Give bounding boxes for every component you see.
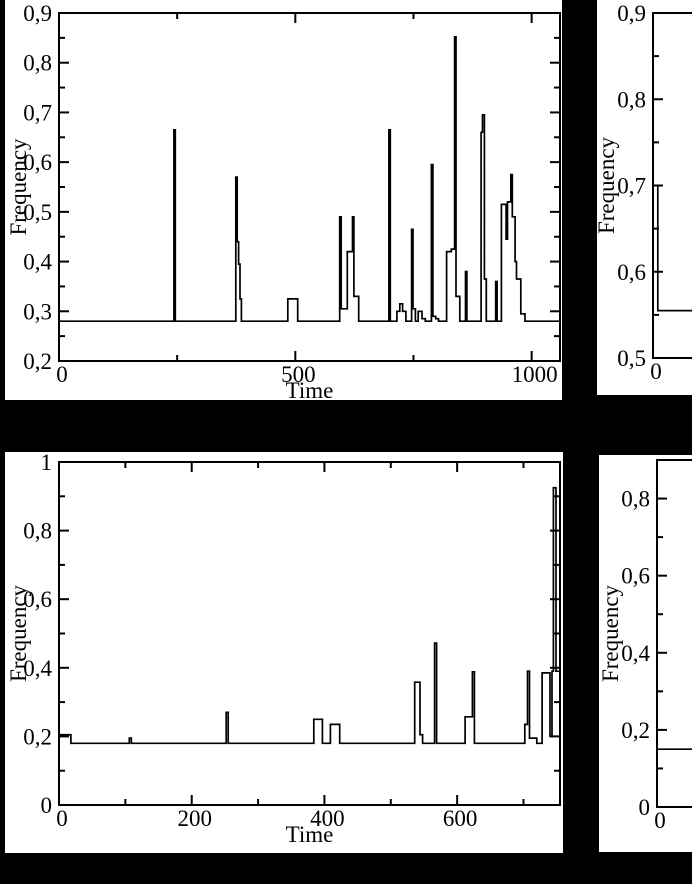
y-tick-label: 0,6 [23, 150, 52, 175]
y-tick-label: 0,2 [621, 718, 650, 743]
x-tick-label: 400 [310, 806, 345, 831]
axis-box [58, 461, 561, 806]
axis-box [656, 459, 692, 808]
y-tick-label: 0,3 [23, 299, 52, 324]
panel-top-left: 0,2 0,3 0,4 0,5 0,6 0,7 0,8 0,9 0 500 1000 Time Freq… [5, 0, 562, 400]
y-tick-label: 0,6 [23, 587, 52, 612]
frequency-series-line [59, 486, 560, 745]
x-axis-title: Time [286, 822, 334, 847]
y-tick-label: 0,4 [23, 656, 52, 681]
y-tick-label: 0,4 [23, 250, 52, 275]
x-tick-label: 0 [56, 806, 68, 831]
panel-bottom-left: 0 0,2 0,4 0,6 0,8 1 0 200 400 600 Time Frequency [5, 452, 563, 853]
y-axis-title: Frequency [6, 584, 31, 682]
x-axis-title: Time [286, 378, 334, 400]
y-tick-label: 0,6 [621, 564, 650, 589]
x-tick-label: 1000 [512, 362, 558, 387]
chart-bottom-left: 0 0,2 0,4 0,6 0,8 1 0 200 400 600 Time Frequency [6, 452, 561, 847]
chart-bottom-right: 0 0,2 0,4 0,6 0,8 0 Frequency [599, 459, 692, 833]
y-tick-label: 0 [639, 795, 651, 820]
y-tick-label: 0,9 [617, 1, 646, 26]
y-tick-label: 0,7 [617, 174, 646, 199]
panel-top-right: 0,5 0,6 0,7 0,8 0,9 0 Frequency [597, 0, 692, 395]
y-tick-label: 0 [41, 793, 53, 818]
y-axis-title: Frequency [597, 136, 619, 234]
y-tick-label: 0,2 [23, 349, 52, 374]
chart-top-right: 0,5 0,6 0,7 0,8 0,9 0 Frequency [597, 1, 692, 384]
frequency-series-line [653, 184, 692, 312]
x-tick-label: 200 [177, 806, 212, 831]
y-tick-label: 0,7 [23, 100, 52, 125]
x-tick-label: 0 [654, 808, 666, 833]
y-tick-label: 0,2 [23, 724, 52, 749]
y-tick-label: 1 [41, 452, 53, 475]
y-tick-label: 0,4 [621, 641, 650, 666]
y-axis-title: Frequency [6, 138, 31, 236]
frequency-series-line [59, 36, 560, 323]
chart-top-left: 0,2 0,3 0,4 0,5 0,6 0,7 0,8 0,9 0 500 1000 Time Freq… [6, 1, 561, 400]
y-tick-label: 0,6 [617, 260, 646, 285]
panel-bottom-right: 0 0,2 0,4 0,6 0,8 0 Frequency [599, 455, 692, 852]
y-axis-title: Frequency [599, 584, 623, 682]
y-tick-label: 0,8 [23, 519, 52, 544]
x-tick-label: 0 [650, 359, 662, 384]
y-tick-label: 0,5 [617, 346, 646, 371]
y-tick-label: 0,9 [23, 1, 52, 26]
x-tick-label: 600 [443, 806, 478, 831]
y-tick-label: 0,5 [23, 200, 52, 225]
x-tick-label: 0 [56, 362, 68, 387]
x-tick-label: 500 [281, 362, 316, 387]
y-tick-label: 0,8 [617, 87, 646, 112]
y-tick-label: 0,8 [621, 487, 650, 512]
y-tick-label: 0,8 [23, 51, 52, 76]
